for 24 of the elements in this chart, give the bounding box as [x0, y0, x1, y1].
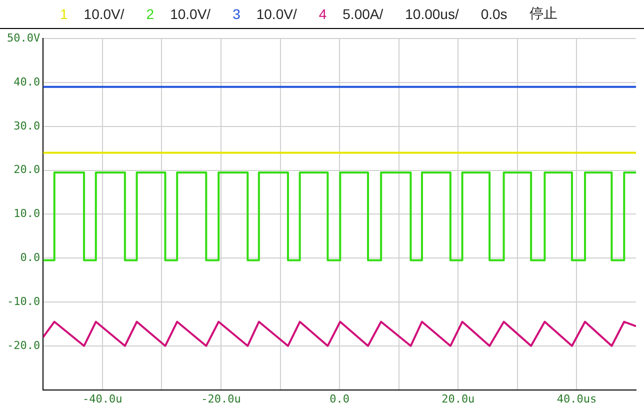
x-tick-label: 40.0us	[556, 392, 597, 406]
y-tick-label: 40.0	[14, 75, 40, 88]
x-tick-label: -40.0u	[82, 392, 122, 406]
text: 0.0s	[480, 6, 508, 22]
text: 10.0V/	[170, 6, 211, 22]
text: 10.00us/	[405, 6, 459, 22]
y-tick-label: 0.0	[20, 250, 40, 264]
y-tick-label: 10.0	[14, 207, 40, 220]
x-tick-label: 20.0u	[442, 392, 475, 406]
y-tick-label: 20.0	[14, 163, 40, 176]
text: 5.00A/	[342, 6, 384, 22]
y-tick-label: -20.0	[6, 338, 40, 352]
y-tick-label: -10.0	[6, 294, 40, 308]
x-tick-label: -20.0u	[201, 392, 241, 406]
x-tick-label: 0.0	[330, 392, 350, 406]
text: 3	[232, 6, 240, 22]
y-tick-label: 30.0	[14, 119, 40, 132]
text: 2	[146, 6, 154, 22]
y-tick-label: 50.0V	[6, 31, 40, 44]
text: 10.0V/	[256, 6, 297, 22]
text: 10.0V/	[84, 6, 124, 22]
text: 4	[318, 6, 327, 22]
text: 停止	[529, 5, 558, 23]
text: 1	[60, 6, 68, 22]
